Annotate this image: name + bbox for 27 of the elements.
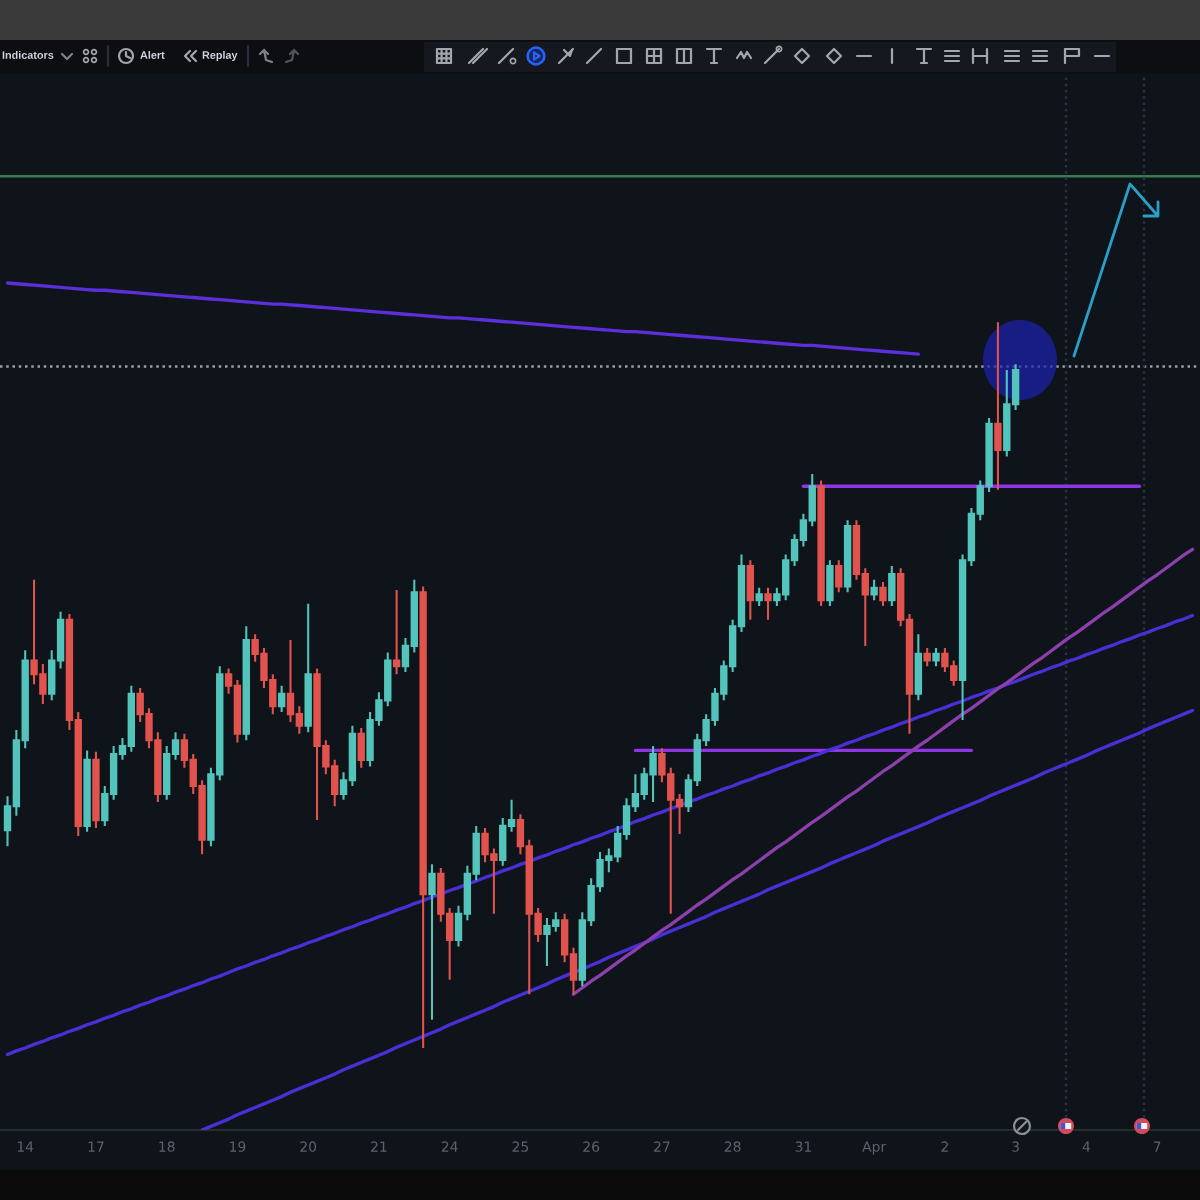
candlestick (357, 726, 365, 769)
candlestick (764, 586, 772, 621)
candlestick (649, 745, 657, 803)
candlestick (888, 565, 896, 608)
candlestick (277, 684, 286, 713)
candlestick (419, 585, 427, 1050)
candlestick (826, 559, 834, 608)
candlestick (392, 588, 401, 676)
candlestick (83, 749, 91, 833)
candlestick (817, 479, 825, 608)
candlestick (994, 321, 1002, 491)
candlestick (843, 519, 852, 594)
candlestick (543, 917, 551, 968)
candlestick (746, 559, 755, 621)
candlestick (835, 559, 843, 594)
candlestick (914, 633, 923, 702)
candlestick (755, 586, 763, 608)
candlestick (1003, 369, 1011, 458)
candlestick (932, 647, 940, 668)
candlestick (428, 863, 436, 1021)
candlestick (127, 684, 136, 753)
candlestick (92, 750, 100, 830)
candlestick (870, 578, 878, 602)
candlestick (923, 647, 931, 668)
candlestick (242, 625, 250, 742)
candlestick (879, 581, 887, 608)
candlestick (304, 602, 312, 734)
